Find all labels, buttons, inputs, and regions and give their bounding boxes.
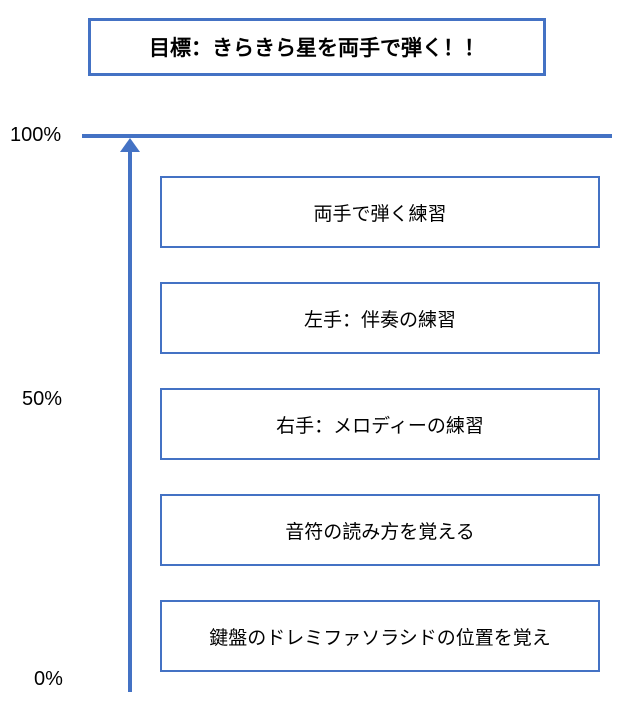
step-text: 左手：伴奏の練習	[304, 305, 456, 332]
step-box-0: 両手で弾く練習	[160, 176, 600, 248]
progress-arrow-shaft	[128, 152, 132, 692]
goal-box: 目標：きらきら星を両手で弾く！！	[88, 18, 546, 76]
step-box-4: 鍵盤のドレミファソラシドの位置を覚え	[160, 600, 600, 672]
step-text: 右手：メロディーの練習	[276, 411, 484, 438]
step-box-3: 音符の読み方を覚える	[160, 494, 600, 566]
axis-label-0: 0%	[34, 668, 63, 691]
goal-text: 目標：きらきら星を両手で弾く！！	[149, 32, 485, 62]
step-box-1: 左手：伴奏の練習	[160, 282, 600, 354]
step-text: 音符の読み方を覚える	[285, 517, 474, 544]
step-text: 両手で弾く練習	[313, 199, 446, 226]
axis-label-100: 100%	[10, 124, 61, 147]
step-text: 鍵盤のドレミファソラシドの位置を覚え	[209, 623, 551, 650]
axis-hline	[82, 134, 612, 138]
progress-arrow-head	[120, 138, 140, 152]
axis-label-50: 50%	[22, 388, 62, 411]
step-box-2: 右手：メロディーの練習	[160, 388, 600, 460]
